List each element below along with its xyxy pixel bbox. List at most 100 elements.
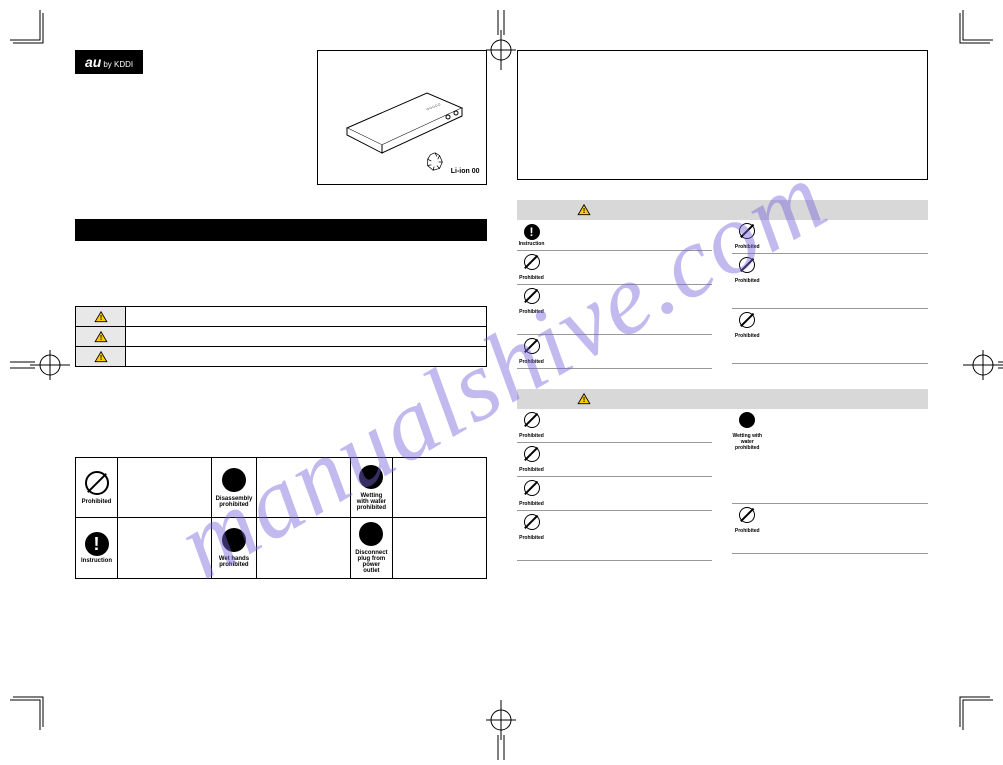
svg-text:!: !	[99, 354, 101, 361]
warning-col-left: Prohibited Prohibited Prohibited Prohibi…	[517, 409, 713, 561]
prohibit-icon	[85, 471, 109, 495]
legend-icon-wethands: Wet hands prohibited	[211, 518, 257, 579]
battery-illustration: ○○○○○	[332, 73, 472, 163]
logo-sub: by KDDI	[103, 60, 133, 69]
registration-mark-right	[963, 350, 993, 380]
warning-item: Prohibited	[517, 443, 713, 477]
icon-label: Prohibited	[732, 333, 762, 339]
icon-label: Wetting with water prohibited	[355, 493, 388, 511]
icon-label: Wet hands prohibited	[216, 556, 253, 568]
prohibit-icon	[739, 223, 755, 239]
left-column: auby KDDI ○○○○○ Li-ion 00	[75, 50, 487, 690]
icon-label: Prohibited	[517, 309, 547, 315]
section-header-2: !	[517, 389, 929, 409]
warning-col-left: !Instruction Prohibited Prohibited Prohi…	[517, 220, 713, 369]
warning-item: Prohibited	[517, 477, 713, 511]
warning-col-right: Wetting with water prohibited Prohibited	[732, 409, 928, 561]
legend-icon-prohibit: Prohibited	[76, 458, 118, 518]
section-black-bar	[75, 219, 487, 241]
page-content: auby KDDI ○○○○○ Li-ion 00	[75, 50, 928, 690]
prohibit-icon	[524, 338, 540, 354]
warning-section-2: Prohibited Prohibited Prohibited Prohibi…	[517, 409, 929, 561]
registration-mark-top	[486, 10, 516, 40]
warning-item: Wetting with water prohibited	[732, 409, 928, 504]
registration-mark-bottom	[486, 700, 516, 730]
prohibit-icon	[524, 288, 540, 304]
svg-text:!: !	[99, 334, 101, 341]
icon-label: Disconnect plug from power outlet	[355, 550, 388, 574]
legend-icon-unplug: Disconnect plug from power outlet	[350, 518, 392, 579]
warning-icon: !	[577, 203, 591, 217]
warning-icon: !	[94, 310, 108, 324]
icon-label: Prohibited	[517, 501, 547, 507]
legend-desc	[118, 518, 212, 579]
water-prohibit-icon	[359, 465, 383, 489]
legend-icon-instruction: ! Instruction	[76, 518, 118, 579]
prohibit-icon	[524, 446, 540, 462]
svg-text:!: !	[99, 314, 101, 321]
warning-icon: !	[94, 350, 108, 364]
wet-hands-prohibit-icon	[222, 528, 246, 552]
icon-label: Prohibited	[732, 278, 762, 284]
warning-item: Prohibited	[732, 309, 928, 364]
section-header-1: !	[517, 200, 929, 220]
icon-label: Wetting with water prohibited	[732, 433, 762, 451]
water-prohibit-icon	[739, 412, 755, 428]
warning-item: Prohibited	[732, 254, 928, 309]
logo-main: au	[85, 54, 101, 70]
crop-mark-tr	[953, 10, 993, 50]
warning-icon: !	[577, 392, 591, 406]
crop-mark-bl	[10, 690, 50, 730]
level-desc-2	[126, 327, 487, 347]
level-cell-1: !	[76, 307, 126, 327]
legend-icon-water: Wetting with water prohibited	[350, 458, 392, 518]
symbol-legend-table: Prohibited Disassembly prohibited Wettin…	[75, 457, 487, 579]
prohibit-icon	[524, 480, 540, 496]
warning-item: Prohibited	[732, 504, 928, 554]
crop-mark-tl	[10, 10, 50, 50]
right-column: ! !Instruction Prohibited Prohibited Pro…	[517, 50, 929, 690]
warning-icon: !	[94, 330, 108, 344]
hazard-level-table: ! ! !	[75, 306, 487, 367]
level-desc-1	[126, 307, 487, 327]
crop-mark-br	[953, 690, 993, 730]
warning-col-right: Prohibited Prohibited Prohibited	[732, 220, 928, 369]
level-cell-2: !	[76, 327, 126, 347]
warning-item: Prohibited	[732, 220, 928, 254]
registration-mark-left	[10, 350, 40, 380]
prohibit-icon	[739, 257, 755, 273]
svg-text:!: !	[582, 397, 584, 404]
icon-label: Prohibited	[517, 433, 547, 439]
disassembly-prohibit-icon	[222, 468, 246, 492]
level-desc-3	[126, 347, 487, 367]
warning-item: Prohibited	[517, 511, 713, 561]
warning-item: Prohibited	[517, 251, 713, 285]
brand-logo: auby KDDI	[75, 50, 143, 74]
unplug-icon	[359, 522, 383, 546]
battery-diagram-box: ○○○○○ Li-ion 00	[317, 50, 487, 185]
icon-label: Prohibited	[517, 467, 547, 473]
icon-label: Prohibited	[517, 535, 547, 541]
legend-desc	[118, 458, 212, 518]
svg-text:!: !	[582, 208, 584, 215]
legend-desc	[257, 518, 351, 579]
prohibit-icon	[739, 507, 755, 523]
legend-desc	[392, 518, 486, 579]
info-box	[517, 50, 929, 180]
icon-label: Prohibited	[732, 244, 762, 250]
instruction-icon: !	[85, 532, 109, 556]
icon-label: Prohibited	[732, 528, 762, 534]
warning-item: !Instruction	[517, 220, 713, 251]
icon-label: Instruction	[80, 558, 113, 564]
prohibit-icon	[524, 254, 540, 270]
prohibit-icon	[524, 514, 540, 530]
recycle-label: Li-ion 00	[451, 168, 480, 175]
prohibit-icon	[739, 312, 755, 328]
legend-desc	[392, 458, 486, 518]
legend-desc	[257, 458, 351, 518]
warning-item: Prohibited	[517, 285, 713, 335]
icon-label: Disassembly prohibited	[216, 496, 253, 508]
warning-section-1: !Instruction Prohibited Prohibited Prohi…	[517, 220, 929, 369]
icon-label: Prohibited	[517, 275, 547, 281]
instruction-icon: !	[524, 224, 540, 240]
